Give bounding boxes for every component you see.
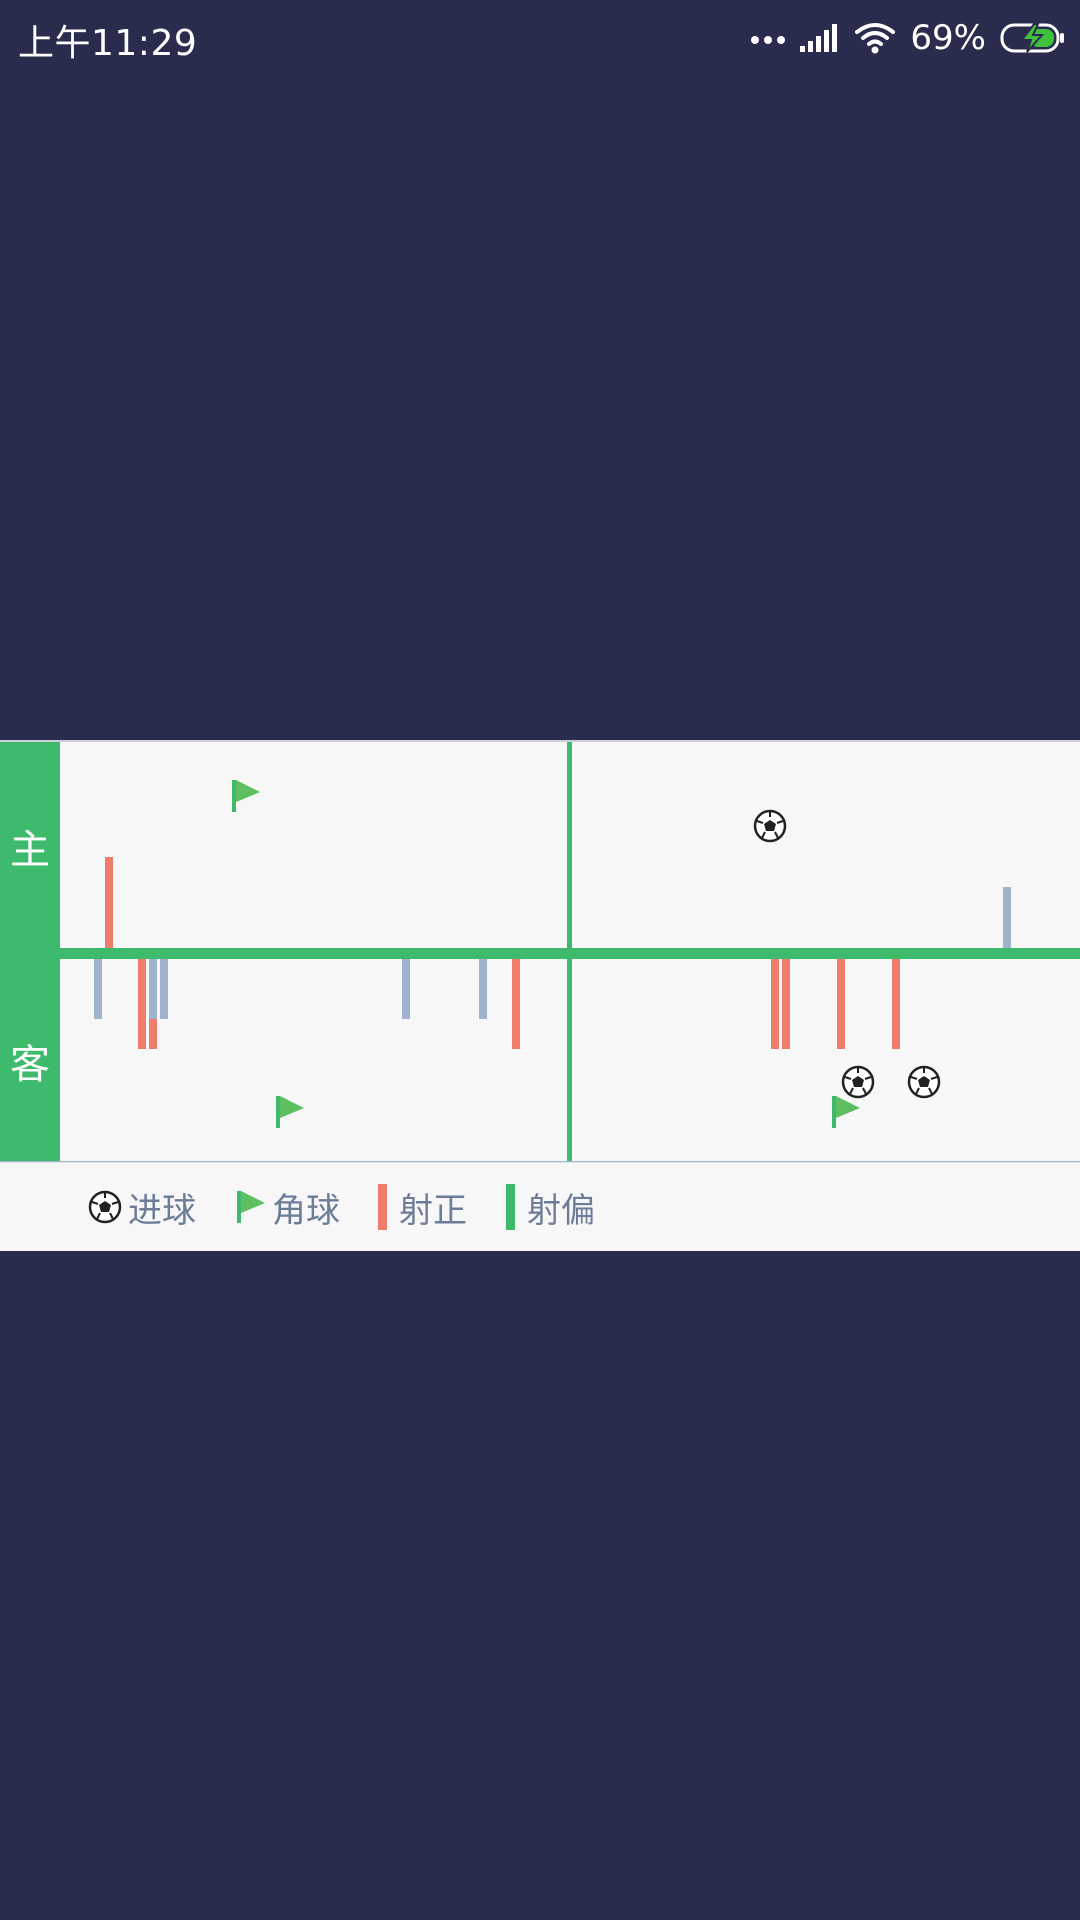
home-shot-on-target [105, 857, 113, 948]
away-shot-on-target [771, 959, 779, 1049]
signal-icon [800, 24, 838, 52]
battery-charging-icon [1000, 23, 1064, 53]
home-shot-other [1003, 887, 1011, 948]
away-shot-on-target [892, 959, 900, 1049]
corner-flag-icon [832, 1096, 860, 1128]
status-icons: 69% [750, 16, 1066, 60]
legend-shot-on: 射正 [378, 1163, 467, 1251]
away-team-label: 客 [0, 961, 60, 1161]
away-shot-on-target [782, 959, 790, 1049]
away-shot-other [160, 959, 168, 1019]
away-shot-on-target [138, 959, 146, 1049]
legend-corner-label: 角球 [272, 1190, 340, 1231]
more-dots-icon [751, 36, 786, 44]
shot-on-swatch [378, 1184, 387, 1230]
status-bar: 上午11:29 69% [0, 0, 1080, 75]
wifi-icon [855, 23, 896, 54]
home-team-label: 主 [0, 742, 60, 949]
legend-goal-label: 进球 [128, 1190, 196, 1231]
away-shot-other [479, 959, 487, 1019]
legend-shot-on-label: 射正 [399, 1190, 467, 1231]
corner-flag-icon [232, 780, 260, 812]
goal-ball-icon [841, 1065, 875, 1099]
away-shot-other [402, 959, 410, 1019]
legend-goal: 进球 [88, 1163, 196, 1251]
legend-corner: 角球 [236, 1163, 340, 1251]
away-shot-on-target [837, 959, 845, 1049]
goal-ball-icon [88, 1190, 122, 1224]
battery-percent: 69% [910, 18, 986, 58]
timeline-chart [0, 742, 1080, 1162]
match-timeline: 主 客 [0, 740, 1080, 1164]
legend: 进球 角球 射正 射偏 [0, 1162, 1080, 1251]
goal-ball-icon [907, 1065, 941, 1099]
away-shot-on-target [512, 959, 520, 1049]
status-time: 上午11:29 [18, 23, 198, 64]
shot-off-swatch [506, 1184, 515, 1230]
legend-shot-off-label: 射偏 [527, 1190, 595, 1231]
away-shot-other [149, 959, 157, 1019]
goal-ball-icon [753, 809, 787, 843]
away-shot-other [94, 959, 102, 1019]
halftime-line [567, 742, 572, 1162]
legend-shot-off: 射偏 [506, 1163, 595, 1251]
corner-flag-icon [237, 1191, 265, 1223]
corner-flag-icon [276, 1096, 304, 1128]
